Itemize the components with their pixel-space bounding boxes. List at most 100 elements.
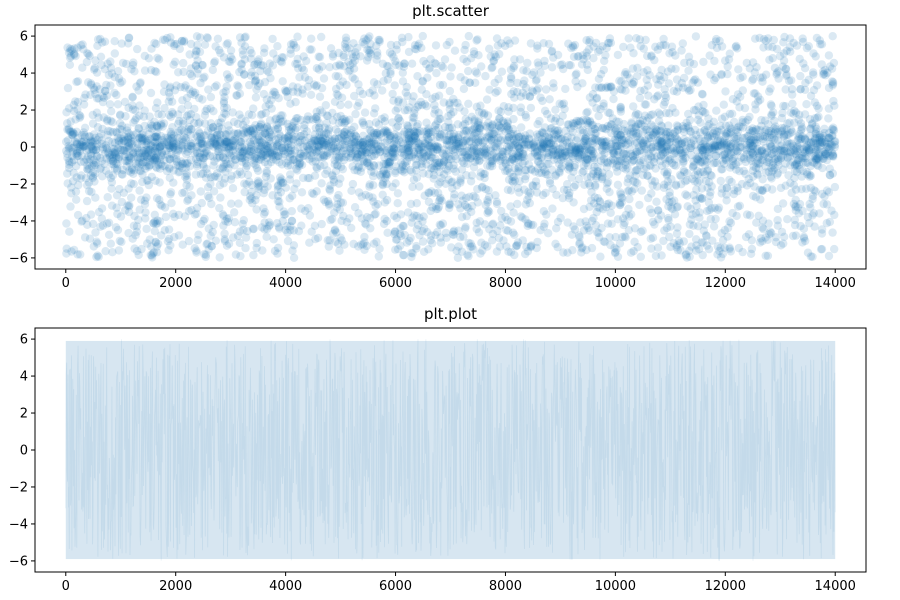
scatter-point [147, 44, 156, 53]
scatter-point [659, 100, 668, 110]
scatter-point [246, 146, 255, 156]
scatter-point [607, 201, 616, 210]
scatter-point [747, 244, 757, 254]
scatter-point [759, 137, 768, 146]
scatter-point [392, 45, 401, 54]
scatter-point [357, 147, 367, 156]
scatter-point [432, 132, 442, 142]
scatter-point [829, 150, 838, 159]
scatter-point [612, 245, 621, 254]
scatter-point [257, 132, 267, 141]
scatter-point [477, 62, 486, 71]
scatter-point [122, 126, 132, 135]
scatter-point [88, 173, 98, 183]
scatter-point [806, 203, 815, 212]
scatter-point [692, 185, 701, 194]
scatter-point [245, 124, 254, 134]
scatter-point [380, 198, 390, 207]
scatter-point [269, 49, 278, 58]
scatter-point [419, 127, 428, 136]
scatter-point [184, 236, 194, 246]
scatter-point [210, 57, 220, 66]
scatter-point [767, 228, 776, 238]
scatter-point [497, 206, 506, 216]
scatter-point [169, 142, 178, 151]
scatter-point [361, 145, 371, 154]
scatter-point [668, 103, 677, 113]
scatter-point [433, 116, 442, 126]
scatter-point [404, 133, 413, 143]
scatter-point [260, 77, 270, 87]
scatter-point [523, 195, 532, 205]
scatter-point [481, 185, 491, 194]
scatter-point [675, 145, 685, 155]
scatter-point [404, 32, 413, 42]
scatter-title: plt.scatter [412, 2, 490, 20]
scatter-point [516, 212, 525, 221]
scatter-point [703, 183, 712, 192]
scatter-point [483, 206, 493, 215]
scatter-point [261, 102, 270, 111]
scatter-point [412, 211, 421, 221]
scatter-point [790, 166, 800, 176]
scatter-point [152, 67, 161, 77]
scatter-point [143, 239, 152, 248]
scatter-point [751, 193, 761, 202]
scatter-point [717, 70, 726, 80]
scatter-point [153, 98, 162, 107]
scatter-point [699, 167, 708, 177]
scatter-point [424, 245, 433, 254]
scatter-point [660, 97, 670, 107]
scatter-point [474, 51, 483, 60]
scatter-point [559, 64, 568, 74]
scatter-point [466, 239, 475, 248]
scatter-point [786, 47, 795, 56]
scatter-point [786, 178, 795, 188]
scatter-point [723, 223, 733, 233]
scatter-point [493, 134, 503, 143]
scatter-point [79, 100, 89, 109]
scatter-point [686, 139, 696, 148]
scatter-point [103, 115, 112, 124]
scatter-point [792, 41, 802, 50]
scatter-point [219, 142, 229, 152]
scatter-point [663, 154, 673, 163]
scatter-point [763, 34, 773, 43]
scatter-point [307, 227, 316, 236]
scatter-point [241, 243, 250, 253]
scatter-point [785, 118, 794, 127]
scatter-point [784, 76, 794, 86]
scatter-point [260, 129, 270, 138]
scatter-point [793, 143, 802, 152]
scatter-point [260, 44, 269, 53]
scatter-point [659, 40, 668, 49]
scatter-point [333, 200, 342, 209]
scatter-point [97, 214, 107, 223]
scatter-point [640, 122, 649, 131]
scatter-point [154, 110, 163, 119]
scatter-point [165, 110, 174, 120]
scatter-point [439, 170, 449, 179]
scatter-point [481, 121, 490, 131]
scatter-point [350, 203, 360, 212]
scatter-point [774, 146, 783, 155]
scatter-point [351, 137, 360, 147]
scatter-point [63, 125, 72, 134]
scatter-point [369, 172, 378, 181]
scatter-point [689, 105, 699, 115]
scatter-point [820, 150, 830, 159]
scatter-point [672, 203, 682, 212]
scatter-point [825, 62, 835, 71]
scatter-point [640, 111, 650, 120]
scatter-point [77, 137, 86, 147]
scatter-point [574, 52, 583, 61]
scatter-point [469, 245, 478, 254]
scatter-point [106, 81, 115, 90]
scatter-point [794, 209, 803, 218]
scatter-point [582, 108, 591, 118]
scatter-point [514, 167, 523, 176]
scatter-point [492, 197, 501, 206]
scatter-point [69, 106, 79, 116]
scatter-point [196, 187, 205, 196]
scatter-point [228, 55, 237, 64]
